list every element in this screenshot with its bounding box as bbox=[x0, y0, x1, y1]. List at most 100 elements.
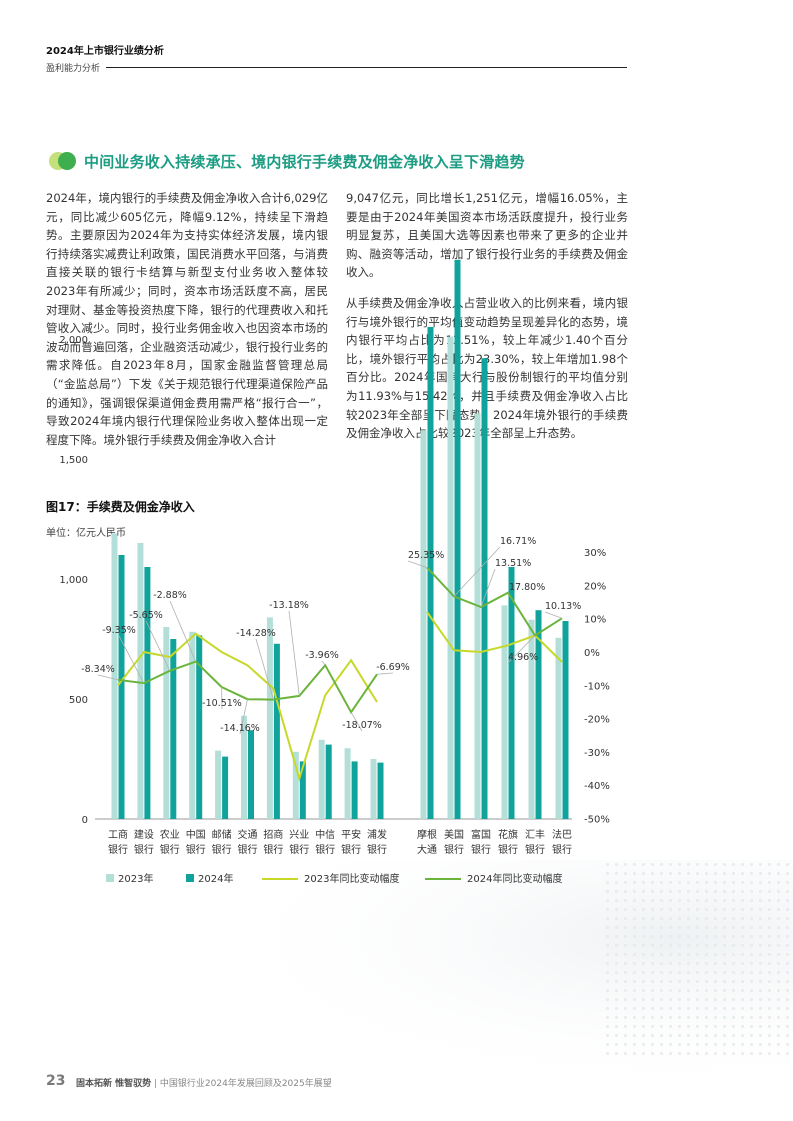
y-left-tick-label: 0 bbox=[82, 815, 88, 826]
data-label: 25.35% bbox=[408, 550, 444, 561]
y-right-tick-label: -10% bbox=[584, 681, 610, 692]
y-right-tick-label: 30% bbox=[584, 548, 606, 559]
x-tick-label: 浦发 bbox=[367, 828, 387, 841]
legend-label: 2024年同比变动幅度 bbox=[467, 872, 562, 885]
body-column-left: 2024年，境内银行的手续费及佣金净收入合计6,029亿元，同比减少605亿元，… bbox=[46, 189, 328, 461]
legend-label: 2024年 bbox=[198, 872, 233, 885]
data-label-leader bbox=[376, 672, 394, 675]
bar-2024 bbox=[170, 639, 177, 819]
bar-2024 bbox=[377, 762, 384, 819]
y-right-tick-label: 10% bbox=[584, 615, 606, 626]
x-tick-label: 摩根 bbox=[417, 828, 437, 841]
x-tick-label: 银行 bbox=[134, 843, 154, 856]
section-title: 中间业务收入持续承压、境内银行手续费及佣金净收入呈下滑趋势 bbox=[84, 153, 525, 171]
decorative-background bbox=[0, 860, 793, 1121]
y-left-tick-label: 1,000 bbox=[59, 575, 88, 586]
x-tick-label: 银行 bbox=[367, 843, 387, 856]
legend-label: 2023年同比变动幅度 bbox=[304, 872, 399, 885]
bar-2023 bbox=[420, 430, 427, 819]
data-label-leader bbox=[453, 546, 501, 597]
bar-2024 bbox=[351, 761, 358, 819]
x-tick-label: 美国 bbox=[444, 828, 464, 841]
bar-2023 bbox=[266, 617, 273, 819]
legend-label: 2023年 bbox=[118, 872, 153, 885]
x-tick-label: 银行 bbox=[108, 843, 128, 856]
header-divider bbox=[106, 67, 627, 68]
data-label: -10.51% bbox=[202, 698, 242, 709]
x-tick-label: 建设 bbox=[134, 828, 154, 841]
x-tick-label: 法巴 bbox=[552, 828, 572, 841]
line-2023-yoy bbox=[117, 632, 378, 782]
x-tick-label: 银行 bbox=[471, 843, 491, 856]
legend-swatch-2024 bbox=[186, 874, 194, 882]
data-label: -14.16% bbox=[220, 723, 260, 734]
x-tick-label: 交通 bbox=[238, 828, 258, 841]
x-tick-label: 银行 bbox=[160, 843, 180, 856]
data-label: 16.71% bbox=[500, 536, 536, 547]
bar-2023 bbox=[447, 336, 454, 819]
data-label: 13.51% bbox=[495, 558, 531, 569]
fee-income-chart: 0 500 1,000 1,500 2,000 -50% -40% -30% -20% -10% 0… bbox=[59, 259, 610, 885]
bar-2024 bbox=[325, 744, 332, 819]
x-tick-label: 银行 bbox=[341, 843, 361, 856]
bar-2023 bbox=[318, 739, 325, 819]
data-label-leader bbox=[507, 635, 536, 664]
data-label: -14.28% bbox=[236, 628, 276, 639]
x-tick-label: 银行 bbox=[238, 843, 258, 856]
bar-2024 bbox=[454, 259, 461, 819]
x-tick-label: 平安 bbox=[341, 828, 361, 841]
bar-2024 bbox=[299, 761, 306, 819]
bar-2024 bbox=[196, 635, 203, 819]
x-tick-label: 花旗 bbox=[498, 828, 518, 841]
x-tick-label: 工商 bbox=[108, 828, 128, 841]
x-tick-label: 银行 bbox=[525, 843, 545, 856]
data-label-leader bbox=[118, 635, 145, 684]
bar-2023 bbox=[555, 637, 562, 819]
page-number: 23 bbox=[46, 1073, 66, 1089]
header-subtitle: 盈利能力分析 bbox=[46, 64, 101, 74]
data-label: -2.88% bbox=[153, 590, 187, 601]
y-right-tick-label: -20% bbox=[584, 715, 610, 726]
x-tick-label: 汇丰 bbox=[525, 828, 545, 841]
bar-2024 bbox=[144, 567, 151, 819]
line-2023-yoy bbox=[426, 611, 563, 663]
y-left-tick-label: 500 bbox=[69, 695, 88, 706]
x-tick-label: 银行 bbox=[444, 843, 464, 856]
x-tick-label: 富国 bbox=[471, 828, 491, 841]
data-label: -6.69% bbox=[376, 662, 410, 673]
line-2024-yoy bbox=[117, 660, 378, 715]
x-tick-label: 银行 bbox=[186, 843, 206, 856]
footer-report: 中国银行业2024年发展回顾及2025年展望 bbox=[159, 1079, 332, 1089]
x-tick-label: 邮储 bbox=[212, 828, 232, 841]
body-paragraph: 2024年，境内银行的手续费及佣金净收入合计6,029亿元，同比减少605亿元，… bbox=[46, 191, 328, 447]
bar-2023 bbox=[528, 619, 535, 819]
data-label: -18.07% bbox=[342, 720, 382, 731]
y-left-tick-label: 1,500 bbox=[59, 455, 88, 466]
x-tick-label: 银行 bbox=[289, 843, 309, 856]
data-label-leader bbox=[321, 660, 326, 666]
y-right-tick-label: 0% bbox=[584, 648, 600, 659]
footer-slogan: 固本拓新 惟智驭势 bbox=[76, 1079, 152, 1089]
x-tick-label: 银行 bbox=[315, 843, 335, 856]
data-label-leader bbox=[288, 610, 300, 696]
data-label-leader bbox=[97, 674, 119, 681]
y-right-tick-label: -50% bbox=[584, 815, 610, 826]
figure-unit: 单位：亿元人民币 bbox=[46, 528, 126, 539]
bar-2023 bbox=[189, 631, 196, 819]
data-label-leader bbox=[169, 600, 197, 662]
x-tick-label: 银行 bbox=[552, 843, 572, 856]
line-2024-yoy bbox=[426, 566, 563, 637]
x-tick-label: 中信 bbox=[315, 828, 335, 841]
x-tick-label: 农业 bbox=[160, 828, 180, 841]
bar-2024 bbox=[508, 567, 515, 819]
y-right-tick-label: 20% bbox=[584, 581, 606, 592]
data-label-leader bbox=[544, 611, 563, 619]
bar-2024 bbox=[118, 555, 125, 819]
data-label-leader bbox=[255, 638, 274, 700]
data-label: -8.34% bbox=[81, 664, 115, 675]
x-tick-label: 兴业 bbox=[289, 829, 309, 841]
x-tick-label: 招商 bbox=[263, 828, 283, 841]
data-label-leader bbox=[407, 560, 428, 568]
bar-2024 bbox=[222, 756, 229, 819]
y-right-tick-label: -40% bbox=[584, 781, 610, 792]
